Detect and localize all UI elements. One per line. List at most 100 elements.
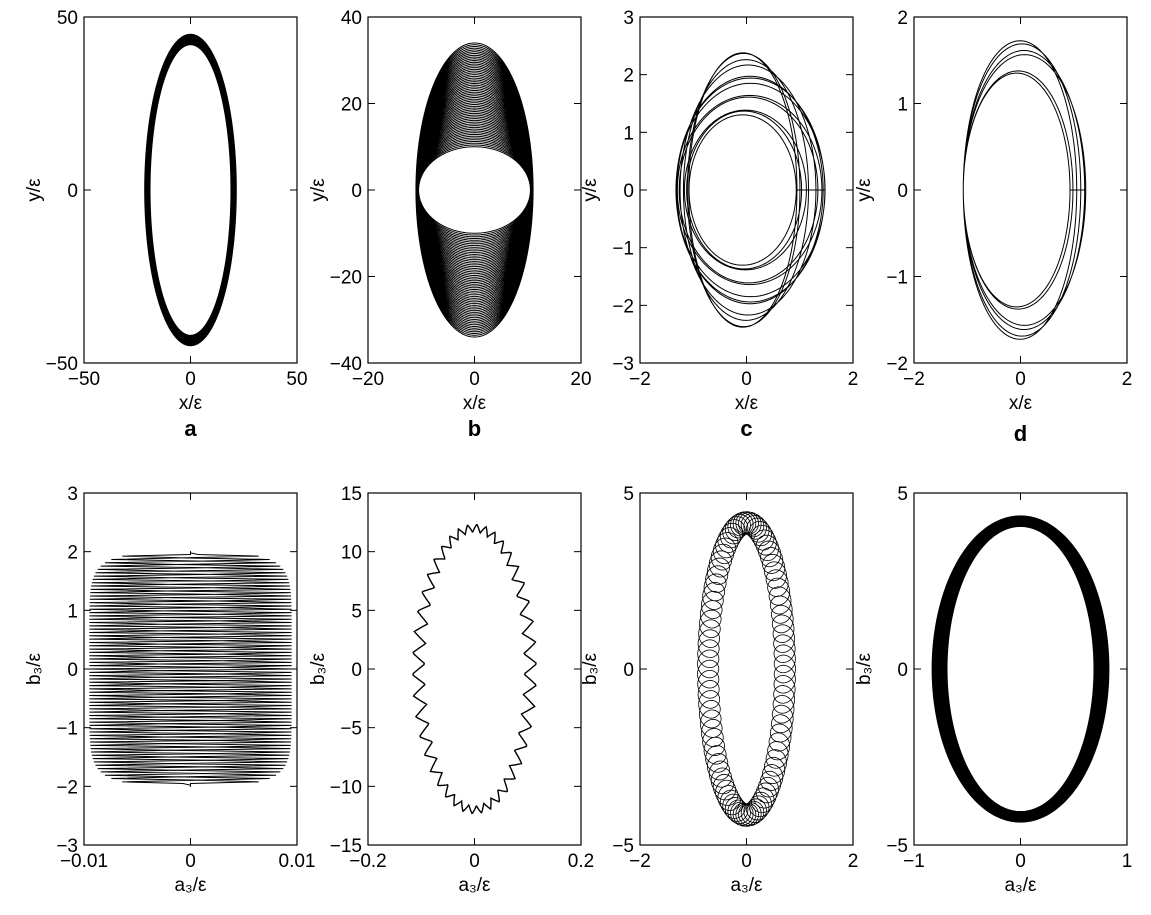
x-tick-label: 0 [185,851,196,872]
x-tick-label: 0 [1015,369,1026,390]
x-tick-label: 0 [741,851,752,872]
y-axis-label: y/ε [308,178,329,202]
x-axis-label: x/ε [463,393,487,414]
panel-letter: b [468,416,481,441]
y-tick-label: −2 [612,296,634,317]
plot-frame [639,492,854,846]
panel-a: −50 0 50 −50 0 50 x/ε y/ε a [24,8,308,441]
x-axis-label: a₃/ε [174,875,207,896]
plot-frame [913,16,1128,364]
panel-d: −2 0 2 −2 −1 0 1 2 x/ε y/ε d [854,8,1132,446]
y-tick-label: −3 [56,836,78,857]
x-tick-label: −50 [68,369,100,390]
y-tick-label: 1 [67,601,78,622]
panel-f: −0.2 0 0.2 −15 −10 −5 0 5 10 15 a₃/ε b₃/ε [308,484,594,896]
x-axis-label: a₃/ε [458,875,491,896]
x-tick-label: 50 [286,369,307,390]
x-tick-label: −2 [629,369,651,390]
y-tick-label: 3 [623,8,634,29]
series-curve [675,52,826,328]
x-tick-label: 0 [741,369,752,390]
y-tick-label: 0 [351,181,362,202]
plot-frame [913,492,1128,846]
y-tick-label: 3 [67,484,78,505]
x-axis-label: x/ε [735,393,759,414]
y-tick-label: 0 [623,181,634,202]
y-tick-label: 2 [623,66,634,87]
y-tick-label: 1 [623,123,634,144]
y-axis-label: b₃/ε [308,652,329,685]
y-tick-label: −50 [46,354,78,375]
series-curve [144,33,237,347]
x-tick-label: −1 [903,851,925,872]
y-tick-label: 0 [67,181,78,202]
x-tick-label: 0.2 [568,851,594,872]
y-tick-label: −20 [330,268,362,289]
series-curve [89,551,292,787]
y-tick-label: −1 [56,719,78,740]
y-tick-label: 2 [67,543,78,564]
x-tick-label: 0 [185,369,196,390]
x-tick-label: 20 [570,369,591,390]
y-axis-label: y/ε [580,178,601,202]
y-tick-label: −5 [886,836,908,857]
plot-frame [83,16,298,364]
y-tick-label: 20 [341,95,362,116]
series-curve [931,515,1110,823]
panel-letter: d [1014,421,1027,446]
y-tick-label: 15 [341,484,362,505]
series-curve [697,511,796,827]
x-axis-label: a₃/ε [730,875,763,896]
y-axis-label: b₃/ε [24,652,45,685]
y-axis-label: y/ε [854,178,875,202]
y-tick-label: −3 [612,354,634,375]
x-tick-label: 2 [848,851,859,872]
y-tick-label: −1 [612,239,634,260]
y-tick-label: 0 [67,660,78,681]
y-tick-label: 5 [351,601,362,622]
x-tick-label: −2 [629,851,651,872]
y-axis-label: y/ε [24,178,45,202]
panel-g: −2 0 2 −5 0 5 a₃/ε b₃/ε [580,484,858,896]
x-axis-label: x/ε [1009,393,1033,414]
x-tick-label: 0.01 [279,851,316,872]
x-tick-label: 0 [469,369,480,390]
y-tick-label: 50 [57,8,78,29]
x-tick-label: −2 [903,369,925,390]
y-tick-label: −15 [330,836,362,857]
y-tick-label: −1 [886,268,908,289]
y-tick-label: 0 [897,660,908,681]
y-tick-label: 2 [897,8,908,29]
y-tick-label: −2 [56,777,78,798]
series-curve [412,523,537,815]
y-tick-label: −2 [886,354,908,375]
x-tick-label: −0.01 [60,851,108,872]
x-tick-label: 1 [1122,851,1133,872]
plot-frame [367,492,582,846]
panel-e: −0.01 0 0.01 −3 −2 −1 0 1 2 3 a₃/ε b₃/ε [24,484,315,896]
x-tick-label: 0 [469,851,480,872]
y-tick-label: 5 [623,484,634,505]
series-curve [962,40,1087,340]
y-tick-label: 10 [341,543,362,564]
y-tick-label: −40 [330,354,362,375]
y-tick-label: 0 [897,181,908,202]
y-axis-label: b₃/ε [854,652,875,685]
x-tick-label: −0.2 [349,851,387,872]
series-curve [415,42,534,338]
y-tick-label: −5 [612,836,634,857]
panel-h: −1 0 1 −5 0 5 a₃/ε b₃/ε [854,484,1132,896]
y-tick-label: −5 [340,719,362,740]
x-tick-label: 0 [1015,851,1026,872]
y-tick-label: 1 [897,95,908,116]
x-tick-label: 2 [848,369,859,390]
y-tick-label: 40 [341,8,362,29]
y-tick-label: 5 [897,484,908,505]
x-axis-label: x/ε [179,393,203,414]
y-tick-label: 0 [351,660,362,681]
x-tick-label: −20 [352,369,384,390]
panel-letter: c [740,416,752,441]
